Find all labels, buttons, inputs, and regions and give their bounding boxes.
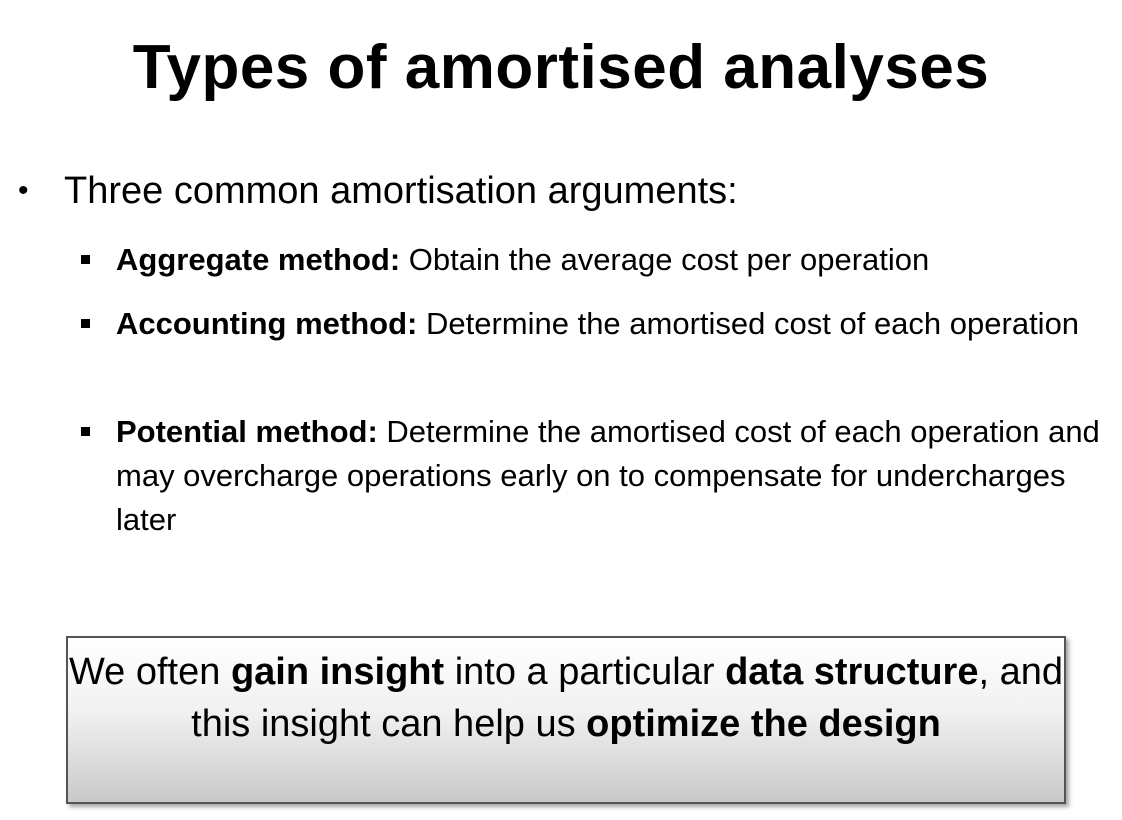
slide-title: Types of amortised analyses [132,33,990,102]
callout-text-1: We often [68,651,231,693]
bullet-dot-icon: • [18,174,29,207]
description-accounting-method: Determine the amortised cost of each ope… [417,306,1080,341]
callout-text-3: , and this insight can help us [191,651,1064,745]
square-bullet-icon [81,255,90,264]
term-aggregate-method: Aggregate method: [116,242,401,277]
term-potential-method: Potential method: [116,414,378,449]
sub-bullet-body: Potential method: Determine the amortise… [116,410,1106,542]
callout-bold-optimize-design: optimize the design [586,703,941,745]
callout-bold-data-structure: data structure [725,651,979,693]
main-bullet-text: Three common amortisation arguments: [64,170,738,212]
description-aggregate-method: Obtain the average cost per operation [400,242,930,277]
square-bullet-icon [81,319,90,328]
insight-callout-box: We often gain insight into a particular … [66,636,1066,804]
description-potential-method: Determine the amortised cost of each ope… [116,414,1100,537]
sub-bullet-potential: Potential method: Determine the amortise… [78,410,1108,544]
callout-bold-gain-insight: gain insight [230,651,445,693]
callout-text-2: into a particular [444,651,726,693]
square-bullet-icon [81,427,90,436]
sub-bullet-body: Accounting method: Determine the amortis… [116,302,1106,346]
sub-bullet-body: Aggregate method: Obtain the average cos… [116,238,1106,282]
sub-bullet-accounting: Accounting method: Determine the amortis… [78,302,1108,392]
term-accounting-method: Accounting method: [116,306,418,341]
sub-bullet-aggregate: Aggregate method: Obtain the average cos… [78,238,1108,284]
